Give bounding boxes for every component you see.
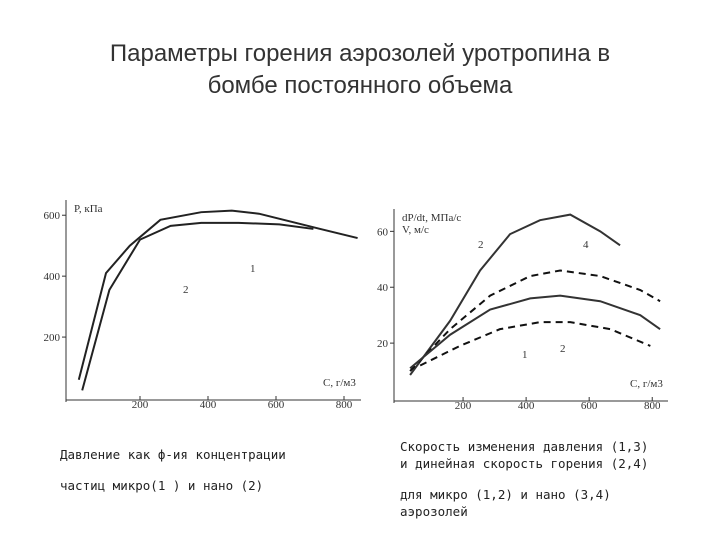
y-tick-label: 20: [377, 338, 389, 350]
caption-line: частиц микро(1 ) и нано (2): [60, 478, 264, 493]
series-line: [81, 221, 314, 391]
y-tick-label: 600: [44, 210, 61, 222]
series-label: 4: [583, 239, 589, 251]
x-tick-label: 200: [455, 400, 472, 412]
y-tick-label: 60: [377, 226, 389, 238]
y-tick-label: 400: [44, 271, 61, 283]
x-tick-label: 800: [644, 400, 661, 412]
series-line: [419, 321, 651, 367]
series-line: [409, 213, 621, 376]
series-label: 1: [522, 349, 528, 361]
series-label: 1: [250, 263, 256, 275]
x-tick-label: 400: [200, 399, 217, 411]
x-axis-label: C, г/м3: [630, 378, 663, 390]
caption: Давление как ф-ия концентрации частиц ми…: [60, 446, 286, 494]
x-axis-label: C, г/м3: [323, 377, 356, 389]
series-line: [409, 294, 661, 370]
series-line: [409, 269, 661, 372]
slide-title: Параметры горения аэрозолей уротропина в…: [0, 38, 720, 102]
y-axis-label: P, кПа: [74, 203, 103, 215]
x-tick-label: 600: [268, 399, 285, 411]
x-tick-label: 400: [518, 400, 535, 412]
series-line: [77, 209, 358, 380]
caption-line: Скорость изменения давления (1,3): [400, 439, 649, 454]
y-axis-label: V, м/с: [402, 224, 429, 236]
y-axis-label: dP/dt, МПа/с: [402, 212, 461, 224]
caption-line: и динейная скорость горения (2,4): [400, 456, 649, 471]
y-tick-label: 40: [377, 282, 389, 294]
title-line: бомбе постоянного объема: [207, 72, 513, 99]
y-tick-label: 200: [44, 332, 61, 344]
series-label: 2: [478, 239, 484, 251]
series-label: 2: [560, 343, 566, 355]
caption: Скорость изменения давления (1,3) и дине…: [400, 438, 648, 520]
title-line: Параметры горения аэрозолей уротропина в: [109, 40, 611, 67]
caption-line: Давление как ф-ия концентрации: [60, 447, 286, 462]
charts: 200 400 600 200 400 600 800 P, кПа C, г/м3 1 2 20 40…: [44, 200, 668, 412]
caption-line: для микро (1,2) и нано (3,4): [400, 487, 611, 502]
x-tick-label: 200: [132, 399, 149, 411]
x-tick-label: 600: [581, 400, 598, 412]
caption-line: аэрозолей: [400, 504, 468, 519]
x-tick-label: 800: [336, 399, 353, 411]
series-label: 2: [183, 284, 189, 296]
